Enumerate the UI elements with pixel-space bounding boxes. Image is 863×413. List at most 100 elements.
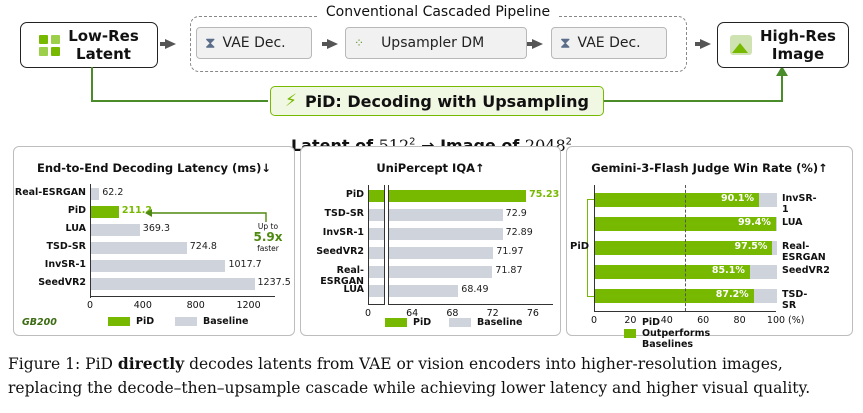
- value-label: 211.2: [121, 205, 152, 216]
- legend-pid: PiD: [385, 317, 431, 328]
- x-tick-label: 80: [733, 315, 746, 326]
- category-label: InvSR-1: [44, 259, 86, 270]
- y-axis-line: [594, 185, 595, 311]
- legend-swatch-pid: [385, 318, 407, 327]
- figure-caption: Figure 1: PiD directly decodes latents f…: [8, 354, 811, 397]
- baseline-bar: [369, 285, 459, 297]
- legend-swatch-baseline: [175, 317, 197, 326]
- value-label: 85.1%: [711, 265, 745, 276]
- legend-baseline: Baseline: [175, 316, 248, 327]
- latent-grid-icon: [39, 34, 61, 56]
- category-label: TSD-SR: [782, 289, 808, 311]
- x-tick-label: 400: [133, 300, 152, 311]
- legend-label: Baseline: [203, 316, 249, 327]
- axis-break-marker: [384, 185, 389, 305]
- lightning-icon: ⚡: [285, 91, 297, 111]
- high-res-image-node: High-Res Image: [717, 22, 849, 68]
- baseline-bar: [91, 188, 100, 200]
- category-label: Real-ESRGAN: [782, 241, 826, 263]
- iqa-chart-title: UniPercept IQA↑: [376, 161, 485, 175]
- category-label: SeedVR2: [316, 246, 364, 257]
- value-label: 68.49: [461, 284, 489, 295]
- value-label: 72.89: [505, 227, 533, 238]
- upsample-dots-icon: ⁘: [354, 36, 365, 50]
- x-axis-line: [594, 311, 776, 312]
- category-label: Real-ESRGAN: [320, 265, 364, 287]
- legend-baseline: Baseline: [449, 317, 522, 328]
- value-label: 90.1%: [721, 193, 754, 204]
- hardware-label: GB200: [22, 317, 57, 328]
- win-rate-chart-title: Gemini-3-Flash Judge Win Rate (%)↑: [591, 161, 828, 175]
- legend-swatch-pid: [108, 317, 130, 326]
- x-tick-label: 76: [526, 308, 539, 319]
- category-label: LUA: [782, 217, 803, 228]
- vae-decoder-step-1: ⧗ VAE Dec.: [196, 27, 312, 59]
- cascaded-pipeline-title: Conventional Cascaded Pipeline: [318, 4, 558, 20]
- x-tick-label: 72: [486, 308, 499, 319]
- pid-box: ⚡ PiD: Decoding with Upsampling: [270, 86, 604, 116]
- pid-bar: [369, 190, 527, 202]
- category-label: TSD-SR: [324, 208, 364, 219]
- low-res-latent-label: Low-Res Latent: [68, 27, 139, 63]
- baseline-bar: [369, 247, 494, 259]
- baseline-bar: [369, 266, 493, 278]
- category-label: InvSR-1: [782, 193, 817, 215]
- legend-label: PiD Outperforms Baselines: [641, 317, 711, 350]
- value-label: 87.2%: [715, 289, 749, 300]
- x-tick-label: 1200: [236, 300, 261, 311]
- legend-pid: PiD: [108, 316, 154, 327]
- x-tick-label: 0: [86, 300, 94, 311]
- speedup-arrow: [145, 209, 267, 222]
- y-axis-line: [368, 185, 369, 305]
- x-tick-label: 100: [766, 315, 786, 326]
- value-label: 71.87: [495, 265, 523, 276]
- x-tick-label: 0: [590, 315, 598, 326]
- x-axis-line: [368, 304, 553, 305]
- legend-pid-outperforms: PiD Outperforms Baselines: [624, 317, 720, 350]
- vae-hourglass-icon: ⧗: [205, 34, 216, 52]
- category-label: Real-ESRGAN: [14, 187, 86, 198]
- y-axis-line: [90, 184, 91, 298]
- legend-swatch-baseline: [449, 318, 471, 327]
- baseline-bar: [91, 260, 226, 272]
- category-label: LUA: [65, 223, 87, 234]
- legend-label: Baseline: [477, 317, 523, 328]
- low-res-latent-node: Low-Res Latent: [20, 22, 158, 68]
- vae-hourglass-icon: ⧗: [560, 34, 571, 52]
- x-tick-label: 68: [446, 308, 459, 319]
- flow-arrows: [91, 39, 788, 102]
- latency-chart-title: End-to-End Decoding Latency (ms)↓: [36, 161, 272, 175]
- value-label: 72.9: [505, 208, 527, 219]
- x-tick-label: 800: [186, 300, 205, 311]
- value-label: 62.2: [102, 187, 124, 198]
- x-axis-line: [90, 296, 275, 297]
- baseline-bar: [91, 242, 187, 254]
- upsampler-dm-step: ⁘ Upsampler DM: [345, 27, 527, 59]
- pid-label: PiD: Decoding with Upsampling: [304, 91, 589, 111]
- value-label: 369.3: [142, 223, 170, 234]
- pid-group-label: PiD: [570, 241, 590, 252]
- value-label: 724.8: [189, 241, 217, 252]
- x-unit-label: (%): [788, 315, 805, 326]
- legend-swatch-pid: [624, 329, 636, 338]
- pid-win-bar: [595, 193, 759, 207]
- baseline-bar: [369, 228, 503, 240]
- pid-win-bar: [595, 289, 754, 303]
- x-tick-label: 60: [697, 315, 710, 326]
- x-tick-label: 40: [660, 315, 673, 326]
- category-label: PiD: [67, 205, 86, 216]
- vae-decoder-step-2: ⧗ VAE Dec.: [551, 27, 667, 59]
- pid-win-bar: [595, 241, 773, 255]
- baseline-bar: [91, 278, 255, 290]
- speedup-annotation: Up to 5.9x faster: [253, 222, 283, 253]
- value-label: 1017.7: [228, 259, 262, 270]
- high-res-image-label: High-Res Image: [760, 27, 836, 63]
- pid-bar: [91, 206, 119, 218]
- category-label: SeedVR2: [782, 265, 830, 276]
- latency-chart-panel: End-to-End Decoding Latency (ms)↓: [13, 146, 295, 336]
- x-tick-label: 0: [364, 308, 372, 319]
- category-label: TSD-SR: [46, 241, 86, 252]
- value-label: 75.23: [529, 189, 560, 200]
- x-tick-label: 64: [406, 308, 419, 319]
- category-label: PiD: [345, 189, 364, 200]
